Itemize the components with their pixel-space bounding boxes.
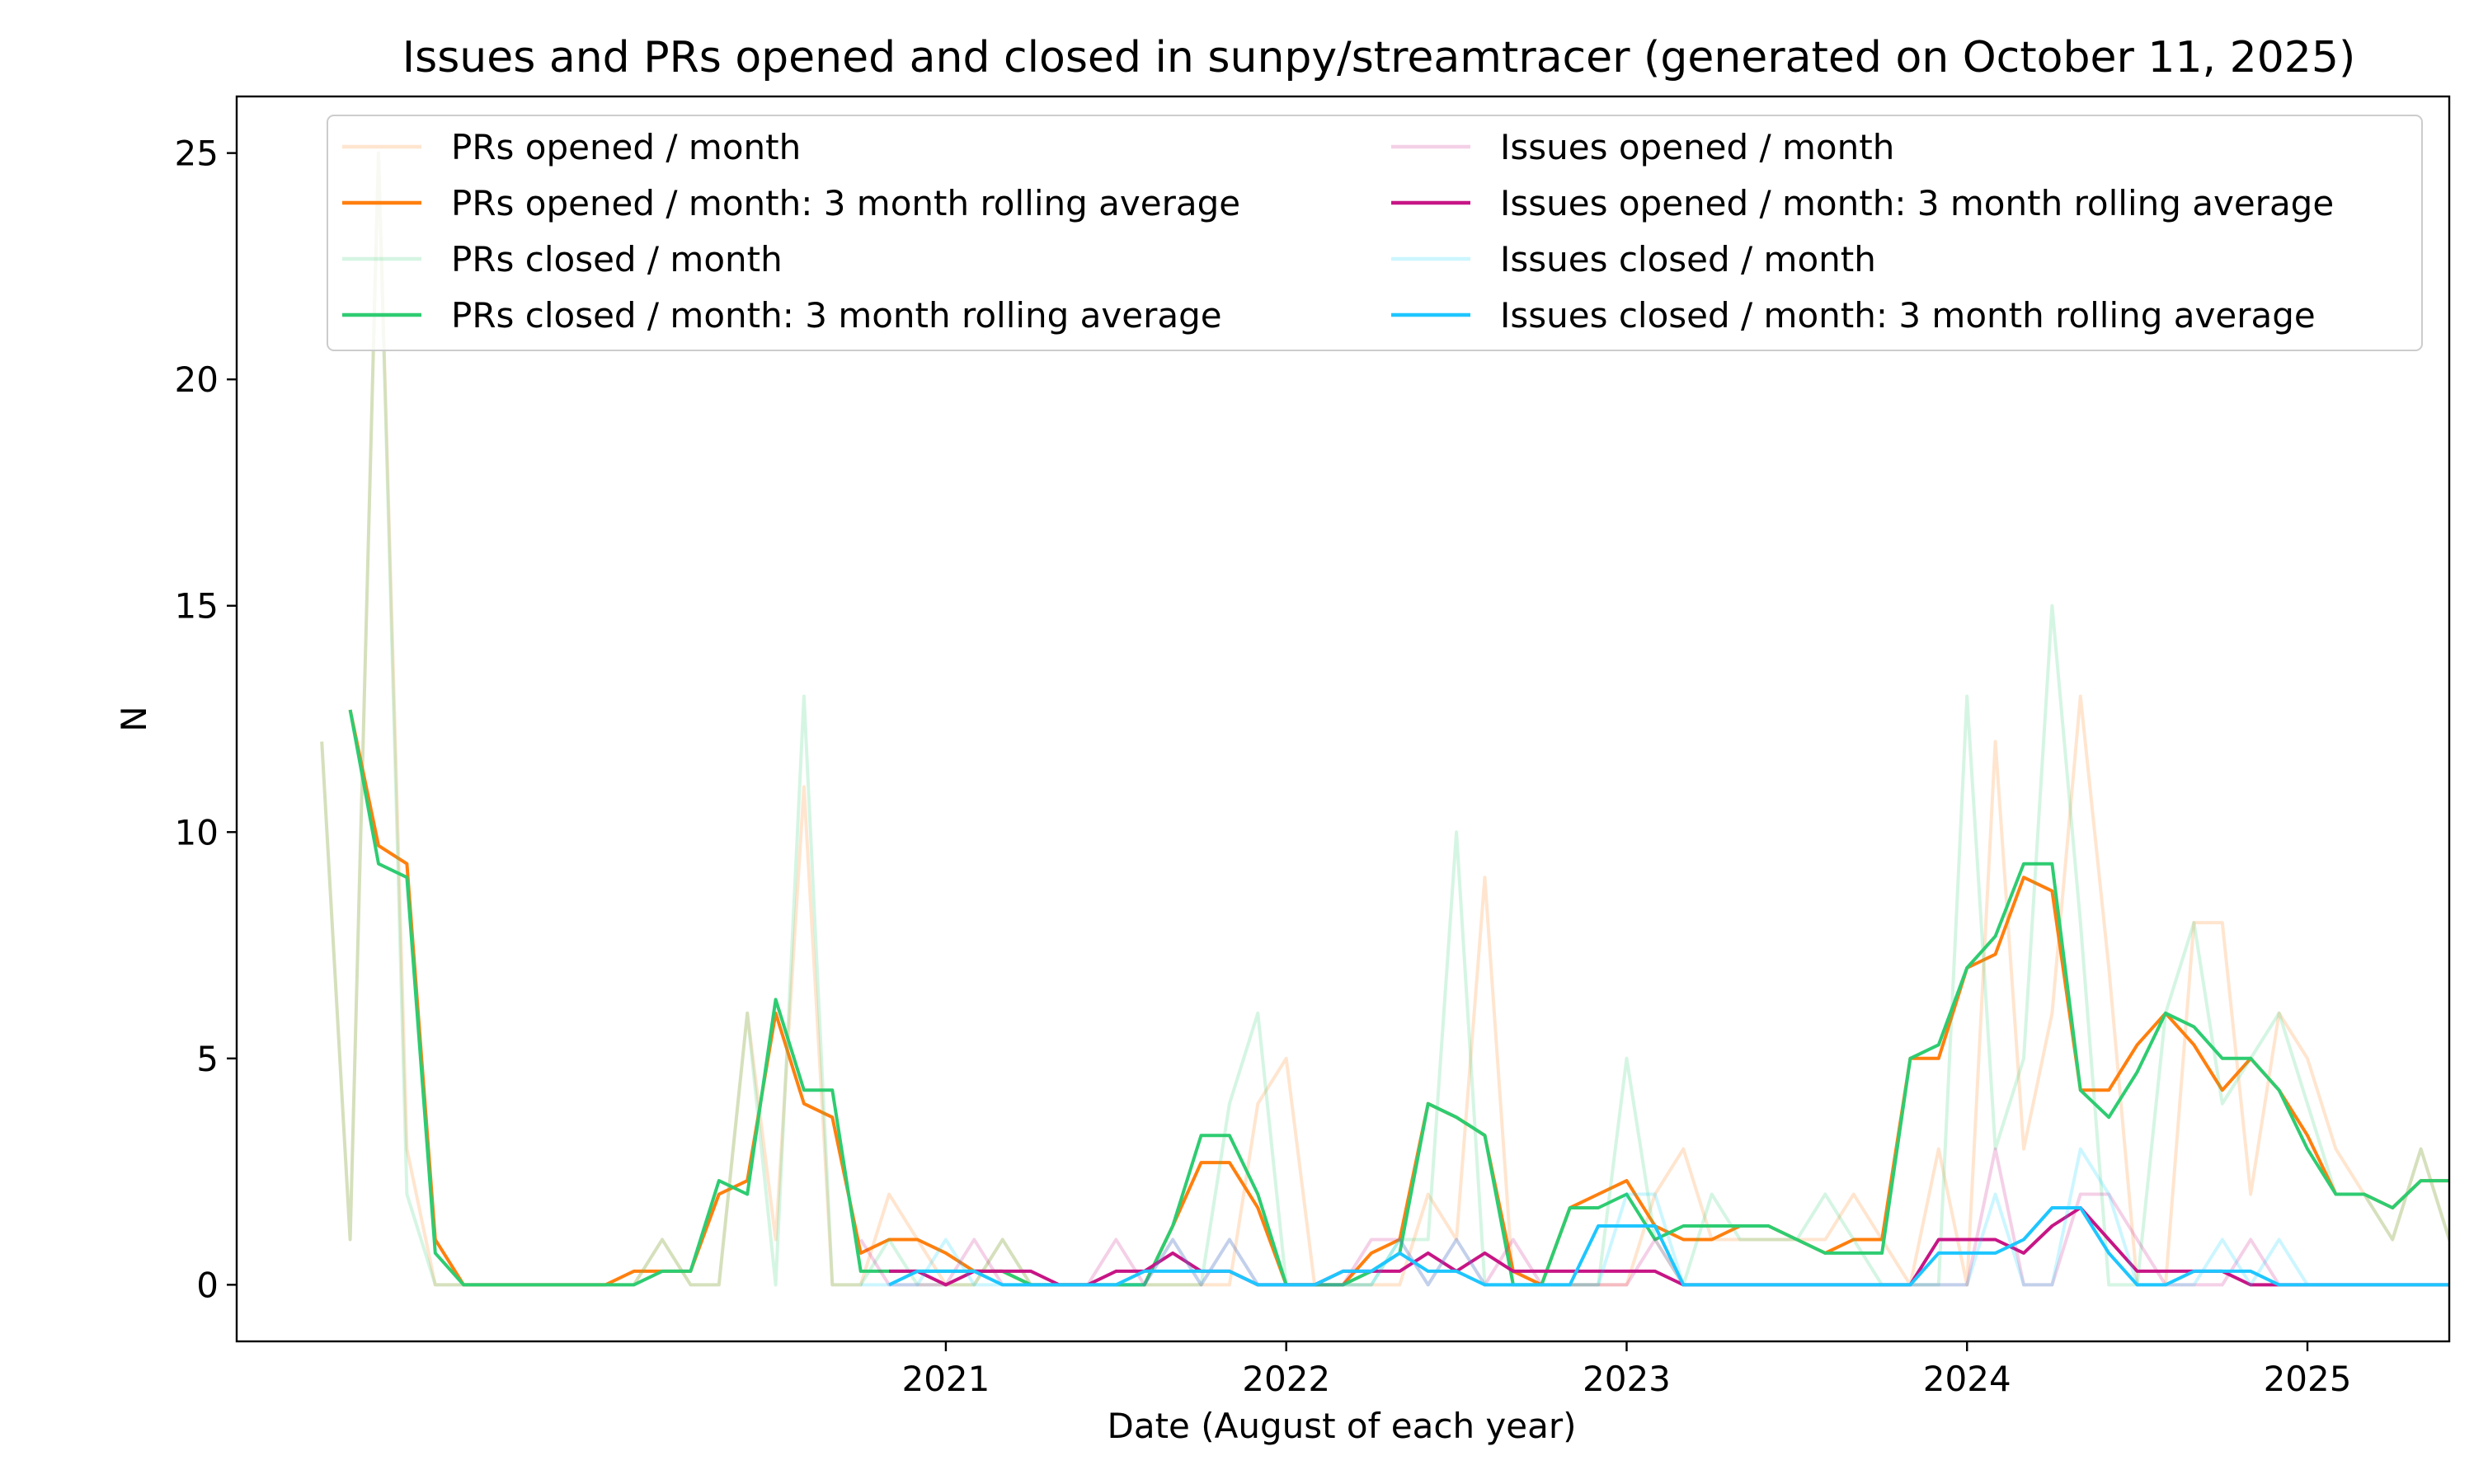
x-tick-label: 2025 — [2264, 1359, 2352, 1399]
legend-label: Issues opened / month — [1500, 127, 1894, 167]
legend-label: Issues closed / month: 3 month rolling a… — [1500, 295, 2316, 336]
series-layer — [320, 151, 2449, 1287]
x-axis: 2021 2022 2023 2024 2025 — [901, 1341, 2351, 1399]
x-tick-label: 2021 — [901, 1359, 990, 1399]
legend-label: PRs opened / month: 3 month rolling aver… — [451, 183, 1240, 223]
x-tick-label: 2022 — [1242, 1359, 1330, 1399]
y-axis-label: N — [114, 706, 154, 731]
y-tick-label: 25 — [175, 134, 219, 174]
y-tick-label: 0 — [196, 1265, 219, 1305]
plot-area — [235, 95, 2451, 1343]
x-axis-label: Date (August of each year) — [1107, 1406, 1576, 1446]
y-tick-label: 5 — [196, 1039, 219, 1079]
legend-label: PRs closed / month — [451, 239, 783, 279]
series-line-issues-opened-month-3-month-rolling-average — [889, 1206, 2449, 1287]
plot-frame — [235, 95, 2451, 1343]
series-line-prs-closed-month — [320, 151, 2449, 1287]
y-axis: 0 5 10 15 20 25 — [175, 134, 237, 1305]
legend-label: Issues opened / month: 3 month rolling a… — [1500, 183, 2334, 223]
x-tick-label: 2023 — [1583, 1359, 1671, 1399]
x-tick-label: 2024 — [1923, 1359, 2011, 1399]
legend-label: PRs opened / month — [451, 127, 801, 167]
series-line-issues-closed-month-3-month-rolling-average — [888, 1206, 2449, 1287]
legend-label: PRs closed / month: 3 month rolling aver… — [451, 295, 1222, 336]
legend: PRs opened / month PRs opened / month: 3 … — [327, 115, 2423, 351]
chart-title: Issues and PRs opened and closed in sunp… — [402, 33, 2355, 82]
legend-frame — [327, 115, 2423, 351]
legend-label: Issues closed / month — [1500, 239, 1876, 279]
y-tick-label: 10 — [175, 812, 219, 852]
y-tick-label: 15 — [175, 586, 219, 627]
y-tick-label: 20 — [175, 359, 219, 400]
